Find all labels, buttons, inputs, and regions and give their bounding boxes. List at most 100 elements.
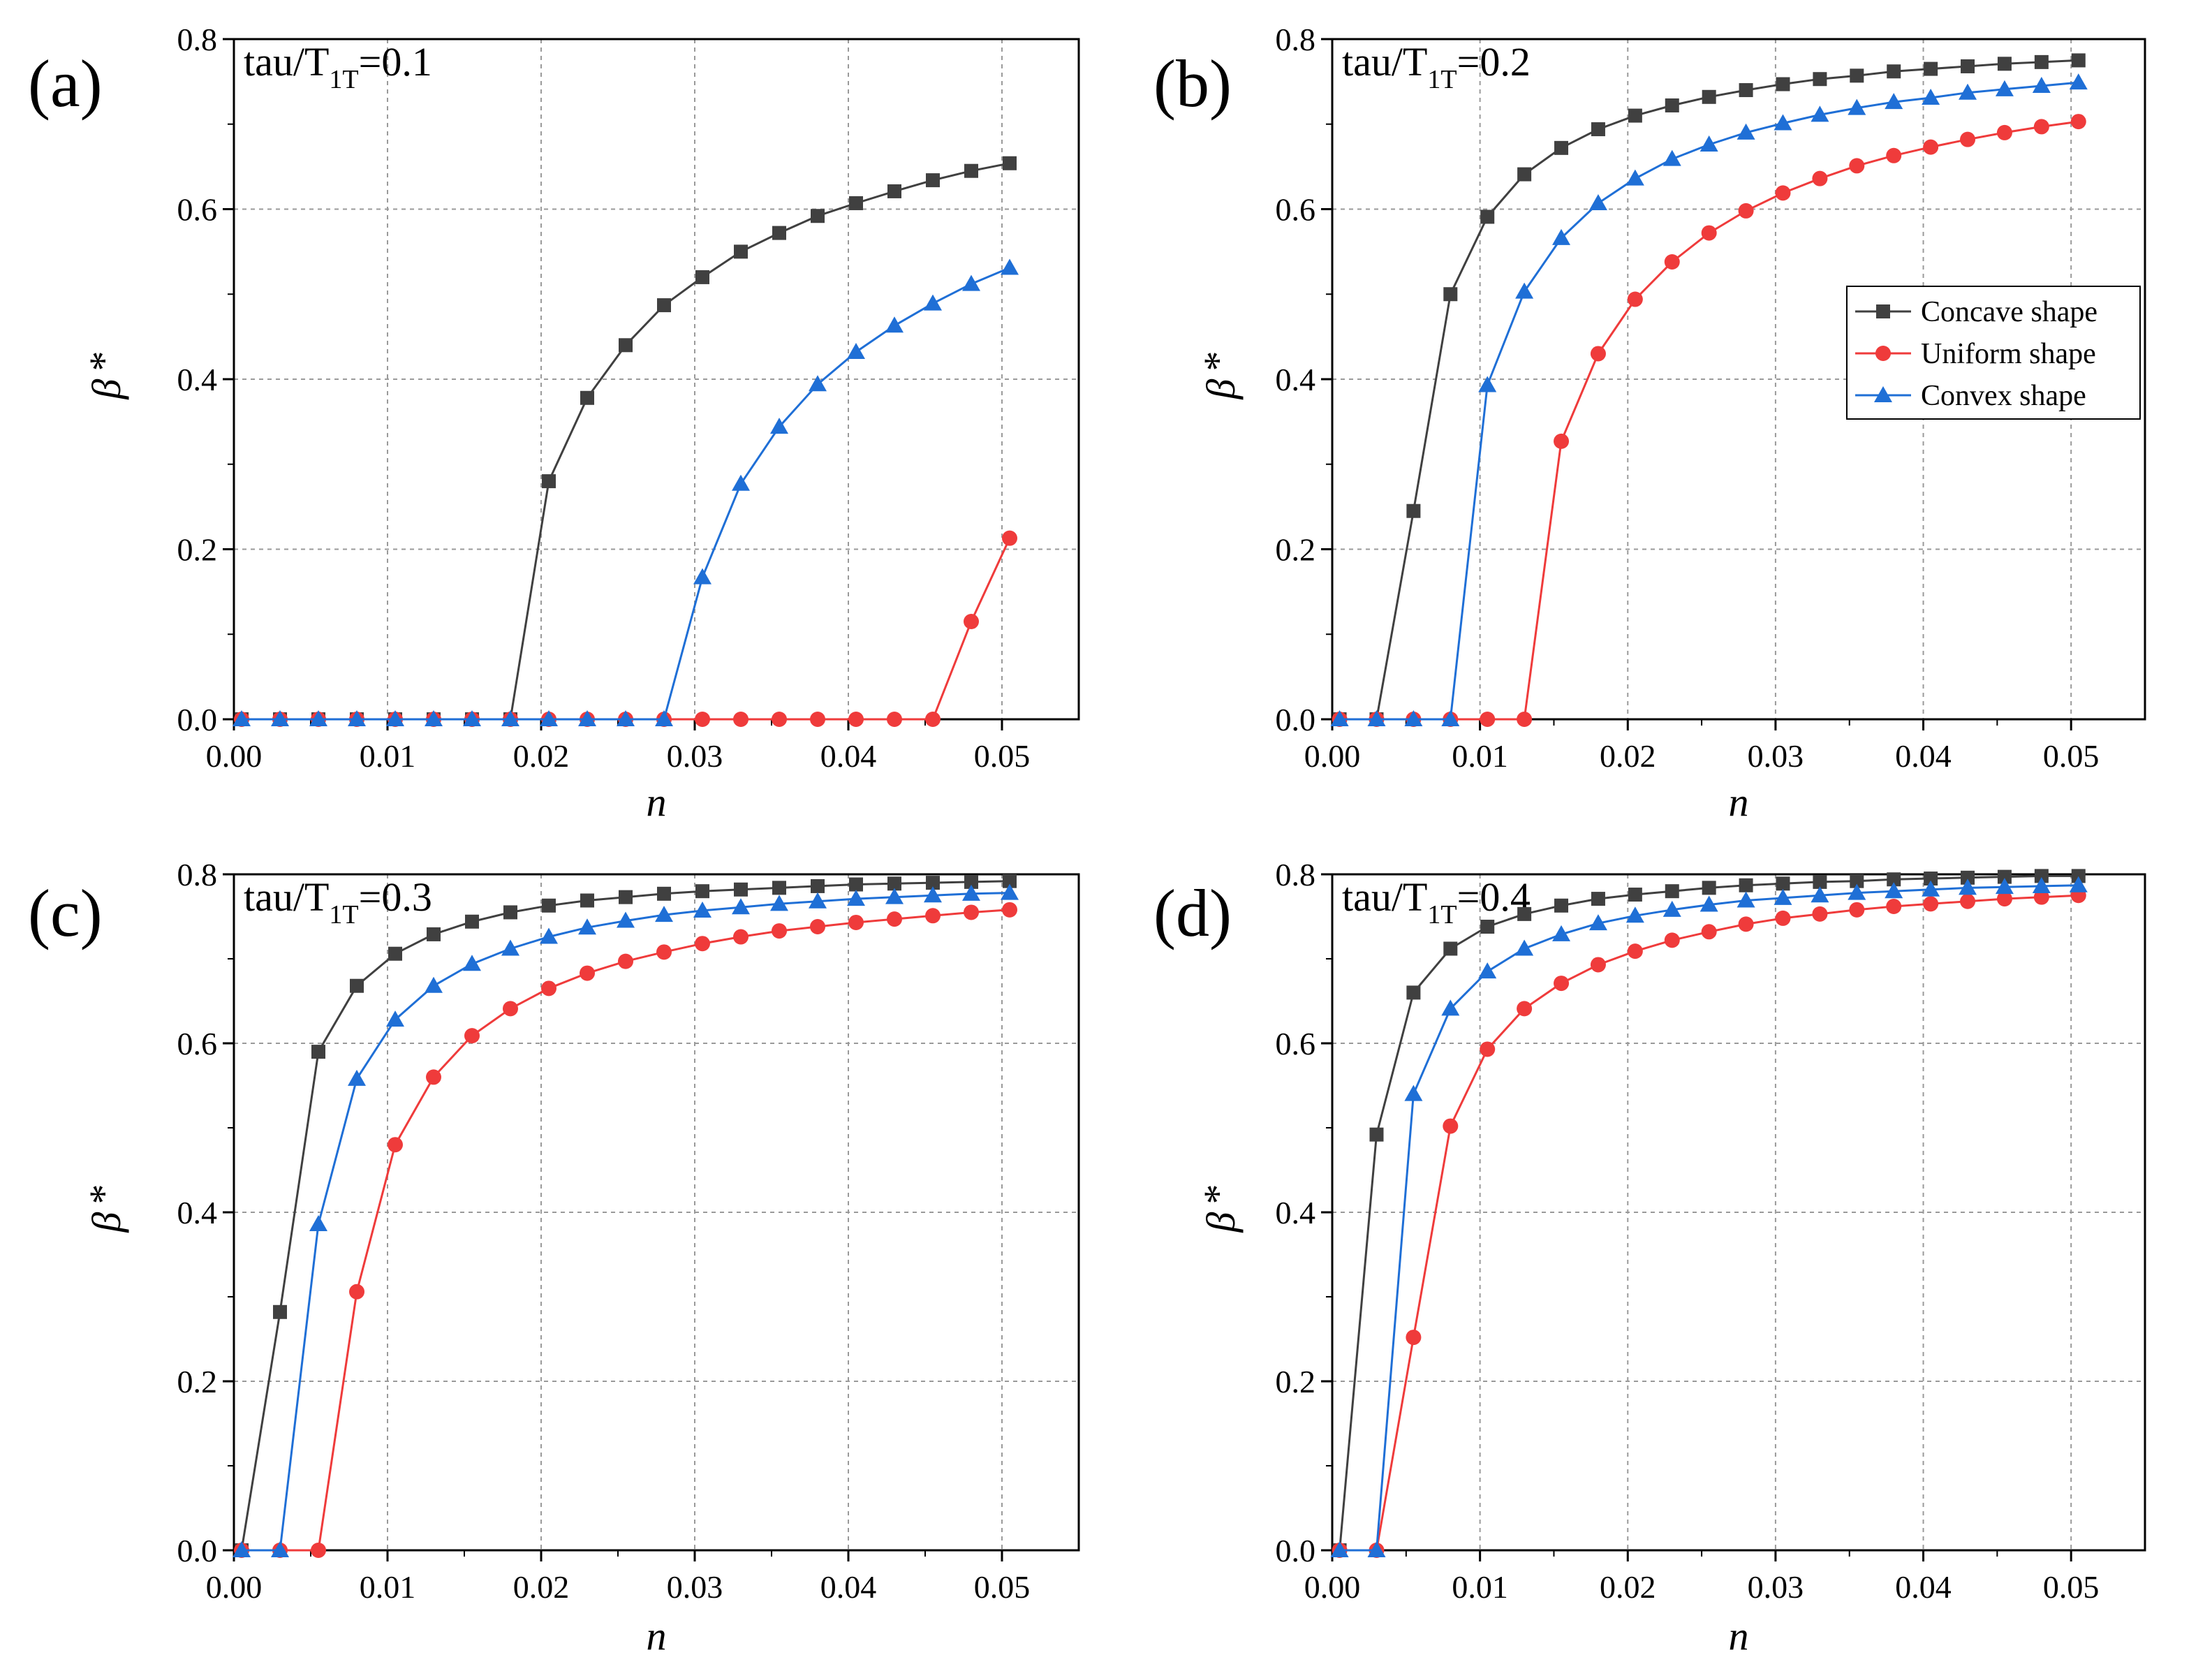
- data-point: [618, 953, 633, 969]
- data-point: [656, 944, 672, 960]
- panel-title-main: tau/T: [1342, 39, 1427, 84]
- series-uniform-shape: [1332, 888, 2086, 1558]
- x-tick-label: 0.02: [513, 1569, 570, 1605]
- data-point: [348, 710, 366, 726]
- data-point: [580, 893, 594, 908]
- data-point: [772, 712, 787, 727]
- data-point: [540, 710, 558, 726]
- data-point: [1002, 902, 1017, 918]
- data-point: [809, 892, 827, 909]
- y-axis-title-superscript: *: [81, 351, 126, 372]
- y-tick-label: 0.4: [177, 1195, 218, 1230]
- data-point: [1588, 193, 1607, 210]
- y-axis-title-superscript: *: [1195, 351, 1241, 372]
- data-point: [734, 244, 748, 259]
- data-point: [734, 882, 748, 897]
- data-point: [501, 939, 519, 956]
- y-axis-title: β*: [81, 1184, 129, 1233]
- data-point: [2034, 869, 2049, 883]
- data-point: [542, 474, 556, 489]
- data-point: [1775, 910, 1791, 926]
- data-point: [1627, 943, 1643, 960]
- data-point: [1995, 80, 2014, 96]
- panel-label: (d): [1153, 876, 1232, 950]
- data-point: [733, 712, 749, 727]
- panel-title-main: tau/T: [244, 39, 329, 84]
- panel-title-value: =0.2: [1457, 39, 1531, 84]
- data-point: [271, 1541, 289, 1557]
- data-point: [1961, 870, 1975, 885]
- data-point: [695, 936, 710, 952]
- x-tick-label: 0.05: [974, 738, 1031, 774]
- data-point: [962, 274, 980, 291]
- data-point: [1517, 1001, 1533, 1017]
- data-point: [2034, 54, 2049, 69]
- data-point: [1922, 880, 1940, 897]
- data-point: [1887, 64, 1901, 79]
- data-point: [811, 209, 825, 223]
- y-tick-label: 0.0: [1276, 1533, 1316, 1568]
- data-point: [926, 876, 940, 890]
- data-point: [925, 712, 941, 727]
- series-convex-shape: [233, 883, 1019, 1557]
- data-point: [1665, 98, 1679, 112]
- data-point: [465, 914, 479, 929]
- panel-d: 0.00 0.01 0.02 0.03 0.04 0.05 0.0 0.2 0.4 0.6 0.8 n…: [1153, 857, 2146, 1659]
- data-point: [1517, 712, 1533, 727]
- data-point: [617, 911, 635, 928]
- data-point: [1515, 939, 1534, 956]
- data-point: [1848, 883, 1866, 900]
- data-point: [1001, 883, 1019, 900]
- data-point: [1737, 891, 1755, 908]
- data-point: [1591, 122, 1605, 137]
- data-point: [655, 906, 673, 922]
- y-tick-label: 0.8: [177, 22, 218, 57]
- data-point: [1959, 83, 1977, 100]
- data-point: [887, 712, 902, 727]
- data-point: [1665, 884, 1679, 899]
- data-point: [1628, 108, 1642, 123]
- data-point: [732, 474, 750, 491]
- data-point: [1960, 131, 1976, 147]
- y-axis-title-symbol: β: [84, 1212, 129, 1233]
- data-point: [1811, 886, 1829, 903]
- data-point: [695, 270, 709, 284]
- series-concave-shape: [235, 874, 1017, 1557]
- panel-label: (b): [1153, 46, 1232, 121]
- y-tick-label: 0.4: [1276, 1195, 1316, 1230]
- series-concave-shape: [1332, 53, 2086, 726]
- y-axis-title-symbol: β: [84, 378, 129, 399]
- data-point: [1662, 149, 1681, 166]
- panel-title-main: tau/T: [1342, 874, 1427, 920]
- data-point: [1001, 258, 1019, 275]
- data-point: [810, 712, 825, 727]
- data-point: [1701, 924, 1717, 940]
- x-tick-label: 0.05: [2043, 738, 2100, 774]
- data-point: [1775, 185, 1791, 201]
- x-axis-title: n: [1729, 779, 1749, 825]
- panel-title-subscript: 1T: [329, 65, 358, 94]
- data-point: [1554, 898, 1569, 913]
- data-point: [501, 710, 519, 726]
- data-point: [1997, 869, 2012, 884]
- x-tick-label: 0.00: [1304, 1569, 1361, 1605]
- data-point: [388, 1137, 403, 1153]
- data-point: [1003, 874, 1017, 888]
- data-point: [233, 710, 251, 726]
- series-line: [242, 909, 1010, 1552]
- data-point: [2032, 876, 2051, 893]
- data-point: [1776, 876, 1790, 891]
- y-tick-label: 0.2: [1276, 532, 1316, 568]
- y-axis-title: β*: [81, 351, 129, 400]
- data-point: [964, 904, 979, 920]
- data-point: [1849, 902, 1865, 918]
- data-point: [617, 710, 635, 726]
- data-point: [1812, 906, 1828, 922]
- data-point: [463, 710, 481, 726]
- series-uniform-shape: [1332, 114, 2086, 727]
- data-point: [2071, 53, 2086, 68]
- data-point: [695, 884, 709, 899]
- data-point: [1922, 89, 1940, 105]
- y-tick-label: 0.8: [1276, 22, 1316, 57]
- panel-title-value: =0.3: [359, 874, 432, 920]
